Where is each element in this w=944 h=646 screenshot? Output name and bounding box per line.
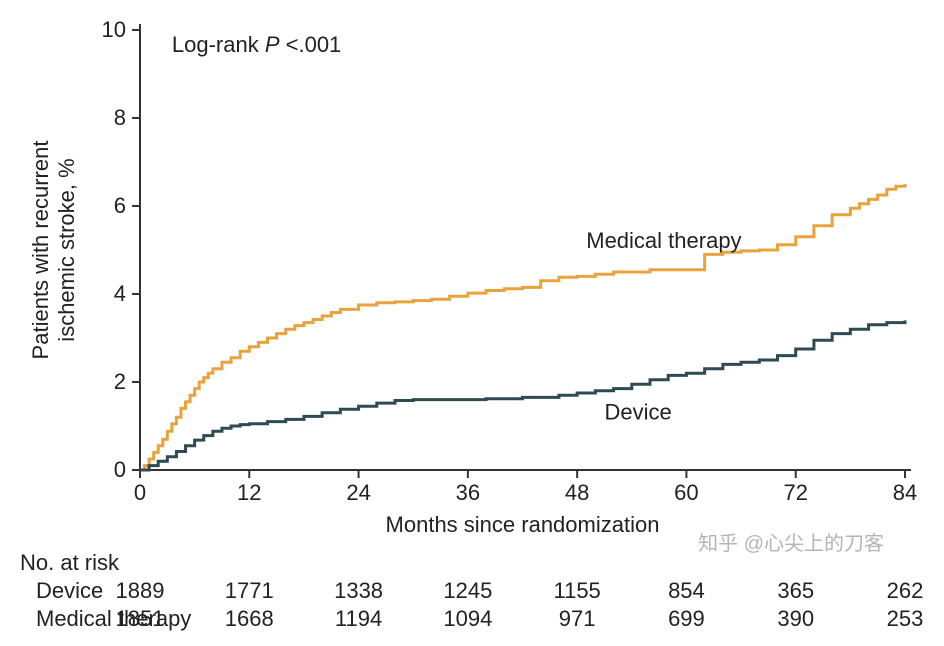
risk-value-0-3: 1245 [443, 578, 492, 603]
y-tick-label: 10 [102, 17, 126, 42]
x-tick-label: 12 [237, 480, 261, 505]
y-tick-label: 2 [114, 369, 126, 394]
x-tick-label: 48 [565, 480, 589, 505]
logrank-annotation: Log-rank P <.001 [172, 32, 341, 57]
x-tick-label: 60 [674, 480, 698, 505]
risk-row-label-1: Medical therapy [36, 606, 191, 631]
risk-value-1-1: 1668 [225, 606, 274, 631]
x-tick-label: 36 [456, 480, 480, 505]
y-tick-label: 6 [114, 193, 126, 218]
risk-value-0-5: 854 [668, 578, 705, 603]
risk-row-label-0: Device [36, 578, 103, 603]
risk-value-0-1: 1771 [225, 578, 274, 603]
x-tick-label: 0 [134, 480, 146, 505]
risk-value-1-7: 253 [887, 606, 924, 631]
risk-value-1-3: 1094 [443, 606, 492, 631]
risk-value-1-6: 390 [777, 606, 814, 631]
risk-table-header: No. at risk [20, 550, 120, 575]
series-medical-therapy [140, 184, 905, 470]
risk-value-0-2: 1338 [334, 578, 383, 603]
risk-value-0-4: 1155 [553, 578, 600, 603]
x-tick-label: 72 [783, 480, 807, 505]
x-axis-label: Months since randomization [386, 512, 660, 537]
risk-value-1-0: 1851 [116, 606, 165, 631]
y-axis-label-line2: ischemic stroke, % [54, 158, 79, 341]
risk-value-0-0: 1889 [116, 578, 165, 603]
y-tick-label: 0 [114, 457, 126, 482]
series-label-medical-therapy: Medical therapy [586, 228, 741, 253]
x-tick-label: 24 [346, 480, 370, 505]
km-chart-container: 0246810012243648607284Months since rando… [0, 0, 944, 646]
km-chart-svg: 0246810012243648607284Months since rando… [0, 0, 944, 646]
series-label-device: Device [604, 399, 671, 424]
risk-value-0-6: 365 [777, 578, 814, 603]
risk-value-0-7: 262 [887, 578, 924, 603]
series-device [140, 320, 905, 470]
risk-value-1-5: 699 [668, 606, 705, 631]
x-tick-label: 84 [893, 480, 917, 505]
y-axis-label-line1: Patients with recurrent [28, 141, 53, 360]
y-tick-label: 4 [114, 281, 126, 306]
risk-value-1-2: 1194 [335, 606, 382, 631]
y-tick-label: 8 [114, 105, 126, 130]
risk-value-1-4: 971 [559, 606, 596, 631]
